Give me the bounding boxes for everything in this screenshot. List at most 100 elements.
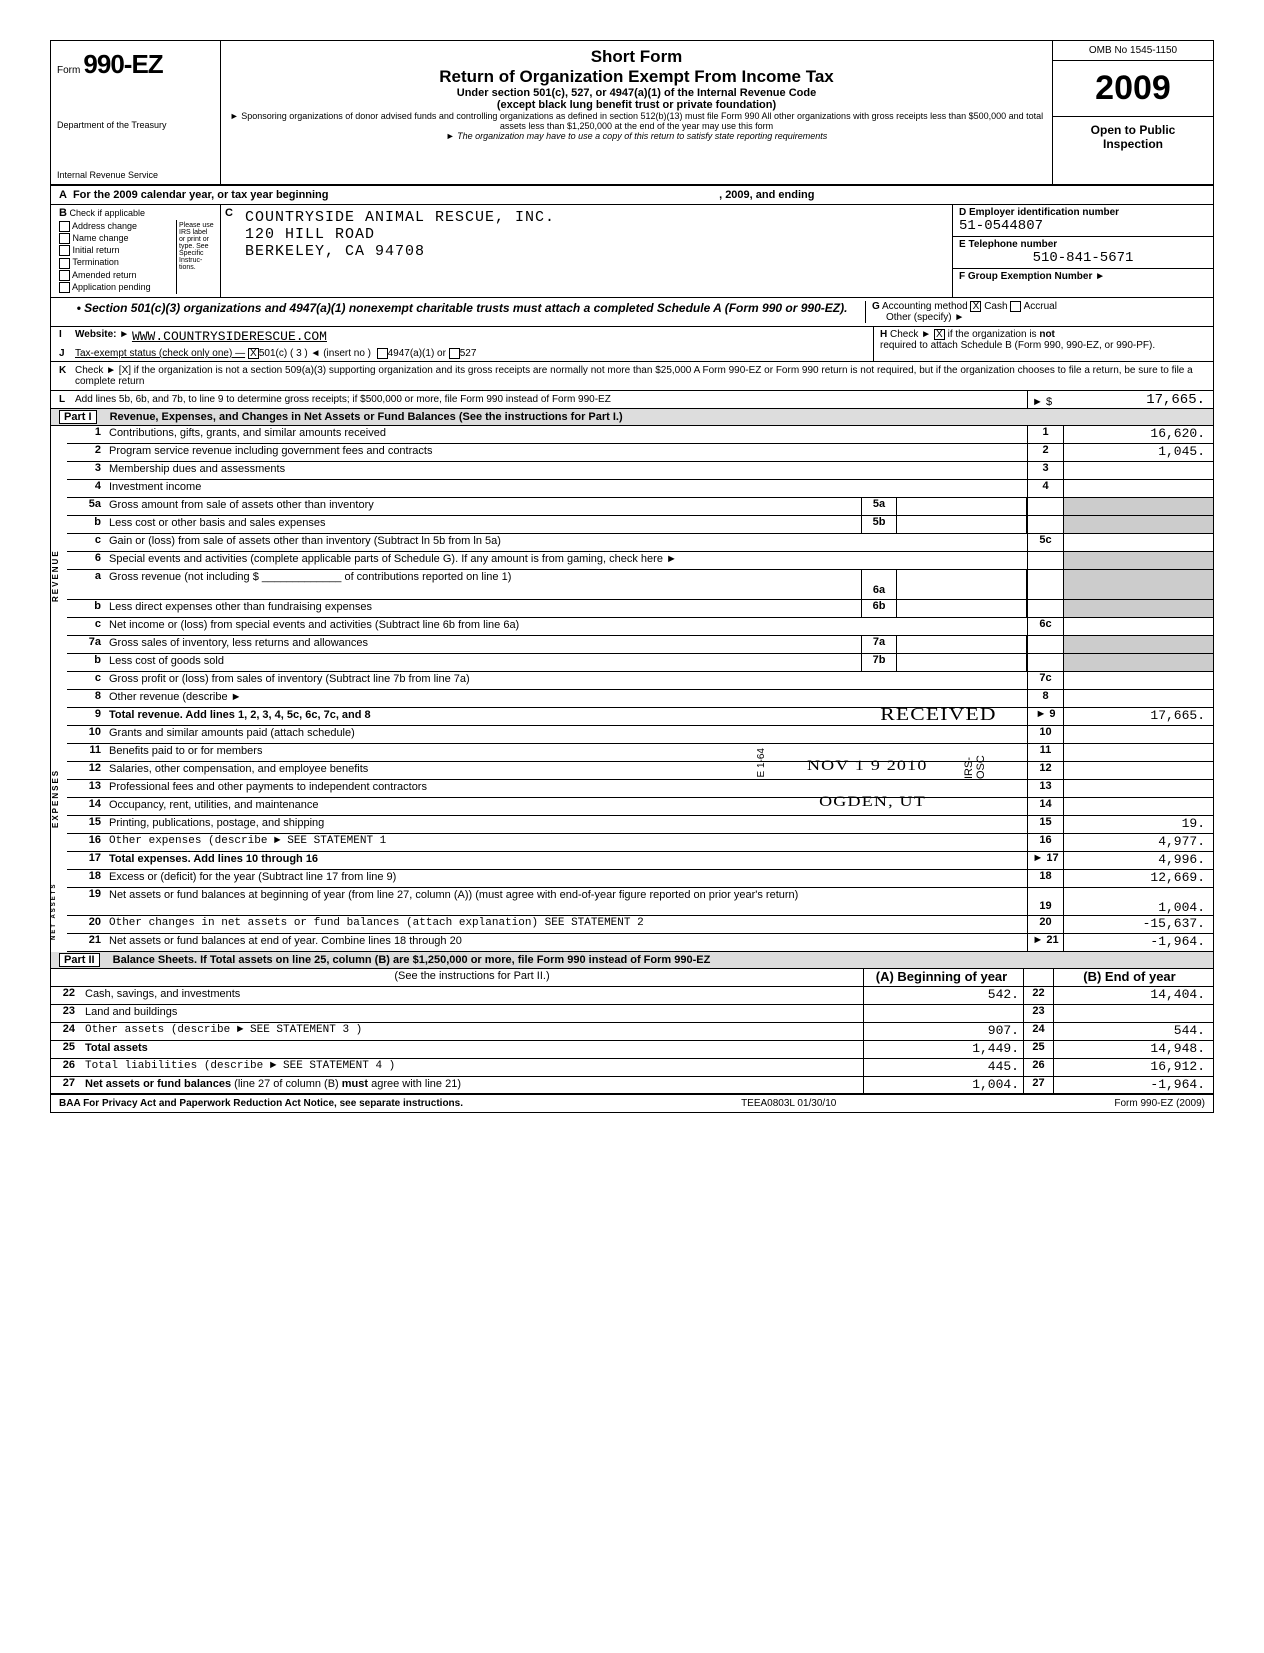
side-netassets: NET ASSETS xyxy=(51,870,67,952)
part-2-header: Part II Balance Sheets. If Total assets … xyxy=(51,952,1213,969)
bcd-row: B Check if applicable Address change Nam… xyxy=(51,205,1213,298)
part-1-header: Part I Revenue, Expenses, and Changes in… xyxy=(51,409,1213,426)
line-a-text: For the 2009 calendar year, or tax year … xyxy=(73,189,329,201)
chk-4947[interactable] xyxy=(377,348,388,359)
val-18: 12,669. xyxy=(1063,870,1213,887)
dept-irs: Internal Revenue Service xyxy=(57,170,214,180)
revenue-block: REVENUE 1Contributions, gifts, grants, a… xyxy=(51,426,1213,726)
val-15: 19. xyxy=(1063,816,1213,833)
val-10 xyxy=(1063,726,1213,743)
line-j: J Tax-exempt status (check only one) — X… xyxy=(51,346,873,361)
d-label: D Employer identification number xyxy=(959,207,1119,218)
section-g: G Accounting method X Cash Accrual Other… xyxy=(865,301,1205,323)
phone-value: 510-841-5671 xyxy=(959,250,1207,266)
line-a-label: A xyxy=(59,189,67,201)
val-17: 4,996. xyxy=(1063,852,1213,869)
chk-h[interactable]: X xyxy=(934,329,945,340)
header-left: Form 990-EZ Department of the Treasury I… xyxy=(51,41,221,184)
date-stamp: NOV 1 9 2010 xyxy=(806,758,927,775)
bs-22a: 542. xyxy=(863,987,1023,1004)
val-4 xyxy=(1063,480,1213,497)
val-5c xyxy=(1063,534,1213,551)
bs-26a: 445. xyxy=(863,1059,1023,1076)
open-public: Open to Public Inspection xyxy=(1053,117,1213,157)
form-footer: BAA For Privacy Act and Paperwork Reduct… xyxy=(51,1095,1213,1112)
line-a: A For the 2009 calendar year, or tax yea… xyxy=(51,186,1213,205)
chk-501c[interactable]: X xyxy=(248,348,259,359)
val-21: -1,964. xyxy=(1063,934,1213,951)
h-i-row: I Website: ► WWW.COUNTRYSIDERESCUE.COM J… xyxy=(51,327,1213,362)
val-6c xyxy=(1063,618,1213,635)
val-3 xyxy=(1063,462,1213,479)
bs-27a: 1,004. xyxy=(863,1077,1023,1093)
side-expenses: EXPENSES xyxy=(51,726,67,870)
bs-25a: 1,449. xyxy=(863,1041,1023,1058)
section-b: B Check if applicable Address change Nam… xyxy=(51,205,221,297)
bs-23b xyxy=(1053,1005,1213,1022)
bs-25b: 14,948. xyxy=(1053,1041,1213,1058)
line-l-value: 17,665. xyxy=(1056,392,1213,408)
val-19: 1,004. xyxy=(1063,888,1213,915)
bs-22b: 14,404. xyxy=(1053,987,1213,1004)
ogden-stamp: OGDEN, UT xyxy=(819,794,926,811)
bs-col-headers: (See the instructions for Part II.) (A) … xyxy=(51,969,1213,987)
header-right: OMB No 1545-1150 2009 Open to Public Ins… xyxy=(1053,41,1213,184)
short-form-label: Short Form xyxy=(229,47,1044,67)
org-name: COUNTRYSIDE ANIMAL RESCUE, INC. xyxy=(245,209,946,226)
bs-26b: 16,912. xyxy=(1053,1059,1213,1076)
netassets-block: NET ASSETS 18Excess or (deficit) for the… xyxy=(51,870,1213,952)
tax-year: 2009 xyxy=(1053,61,1213,117)
header-middle: Short Form Return of Organization Exempt… xyxy=(221,41,1053,184)
side-revenue: REVENUE xyxy=(51,426,67,726)
form-title: Return of Organization Exempt From Incom… xyxy=(229,67,1044,87)
e164-stamp: E 1-64 xyxy=(756,748,767,777)
val-9: 17,665. xyxy=(1063,708,1213,725)
e-label: E Telephone number xyxy=(959,239,1057,250)
received-stamp: RECEIVED xyxy=(880,704,996,725)
chk-application-pending[interactable]: Application pending xyxy=(59,282,176,293)
val-20: -15,637. xyxy=(1063,916,1213,933)
chk-527[interactable] xyxy=(449,348,460,359)
line-k: K Check ► [X] if the organization is not… xyxy=(51,362,1213,391)
dept-treasury: Department of the Treasury xyxy=(57,120,214,130)
val-14 xyxy=(1063,798,1213,815)
val-8 xyxy=(1063,690,1213,707)
ein-value: 51-0544807 xyxy=(959,218,1207,234)
c-label: C xyxy=(225,207,233,219)
f-label: F Group Exemption Number ► xyxy=(959,271,1105,282)
omb-number: OMB No 1545-1150 xyxy=(1053,41,1213,61)
satisfy-note: ► The organization may have to use a cop… xyxy=(229,131,1044,141)
val-13 xyxy=(1063,780,1213,797)
b-head: Check if applicable xyxy=(69,208,145,218)
chk-amended-return[interactable]: Amended return xyxy=(59,270,176,281)
section-h: H Check ► X if the organization is not r… xyxy=(873,327,1213,361)
form-990ez: Form 990-EZ Department of the Treasury I… xyxy=(50,40,1214,1113)
val-2: 1,045. xyxy=(1063,444,1213,461)
footer-form: Form 990-EZ (2009) xyxy=(1114,1098,1205,1109)
expenses-block: EXPENSES 10Grants and similar amounts pa… xyxy=(51,726,1213,870)
bs-23a xyxy=(863,1005,1023,1022)
line-l: L Add lines 5b, 6b, and 7b, to line 9 to… xyxy=(51,391,1213,409)
bs-24a: 907. xyxy=(863,1023,1023,1040)
form-header: Form 990-EZ Department of the Treasury I… xyxy=(51,41,1213,186)
val-1: 16,620. xyxy=(1063,426,1213,443)
section-def: D Employer identification number 51-0544… xyxy=(953,205,1213,297)
chk-termination[interactable]: Termination xyxy=(59,257,176,268)
line-a-mid: , 2009, and ending xyxy=(719,189,814,201)
org-addr2: BERKELEY, CA 94708 xyxy=(245,243,946,260)
chk-name-change[interactable]: Name change xyxy=(59,233,176,244)
val-11 xyxy=(1063,744,1213,761)
irs-osc-stamp: IRS-OSC xyxy=(963,748,987,779)
val-7c xyxy=(1063,672,1213,689)
chk-address-change[interactable]: Address change xyxy=(59,221,176,232)
chk-accrual[interactable] xyxy=(1010,301,1021,312)
val-16: 4,977. xyxy=(1063,834,1213,851)
chk-cash[interactable]: X xyxy=(970,301,981,312)
form-number: 990-EZ xyxy=(83,49,162,79)
b-label: B xyxy=(59,207,67,219)
chk-initial-return[interactable]: Initial return xyxy=(59,245,176,256)
website-value: WWW.COUNTRYSIDERESCUE.COM xyxy=(132,329,327,344)
form-label: Form xyxy=(57,65,80,76)
val-12 xyxy=(1063,762,1213,779)
form-subtitle-1: Under section 501(c), 527, or 4947(a)(1)… xyxy=(229,87,1044,99)
